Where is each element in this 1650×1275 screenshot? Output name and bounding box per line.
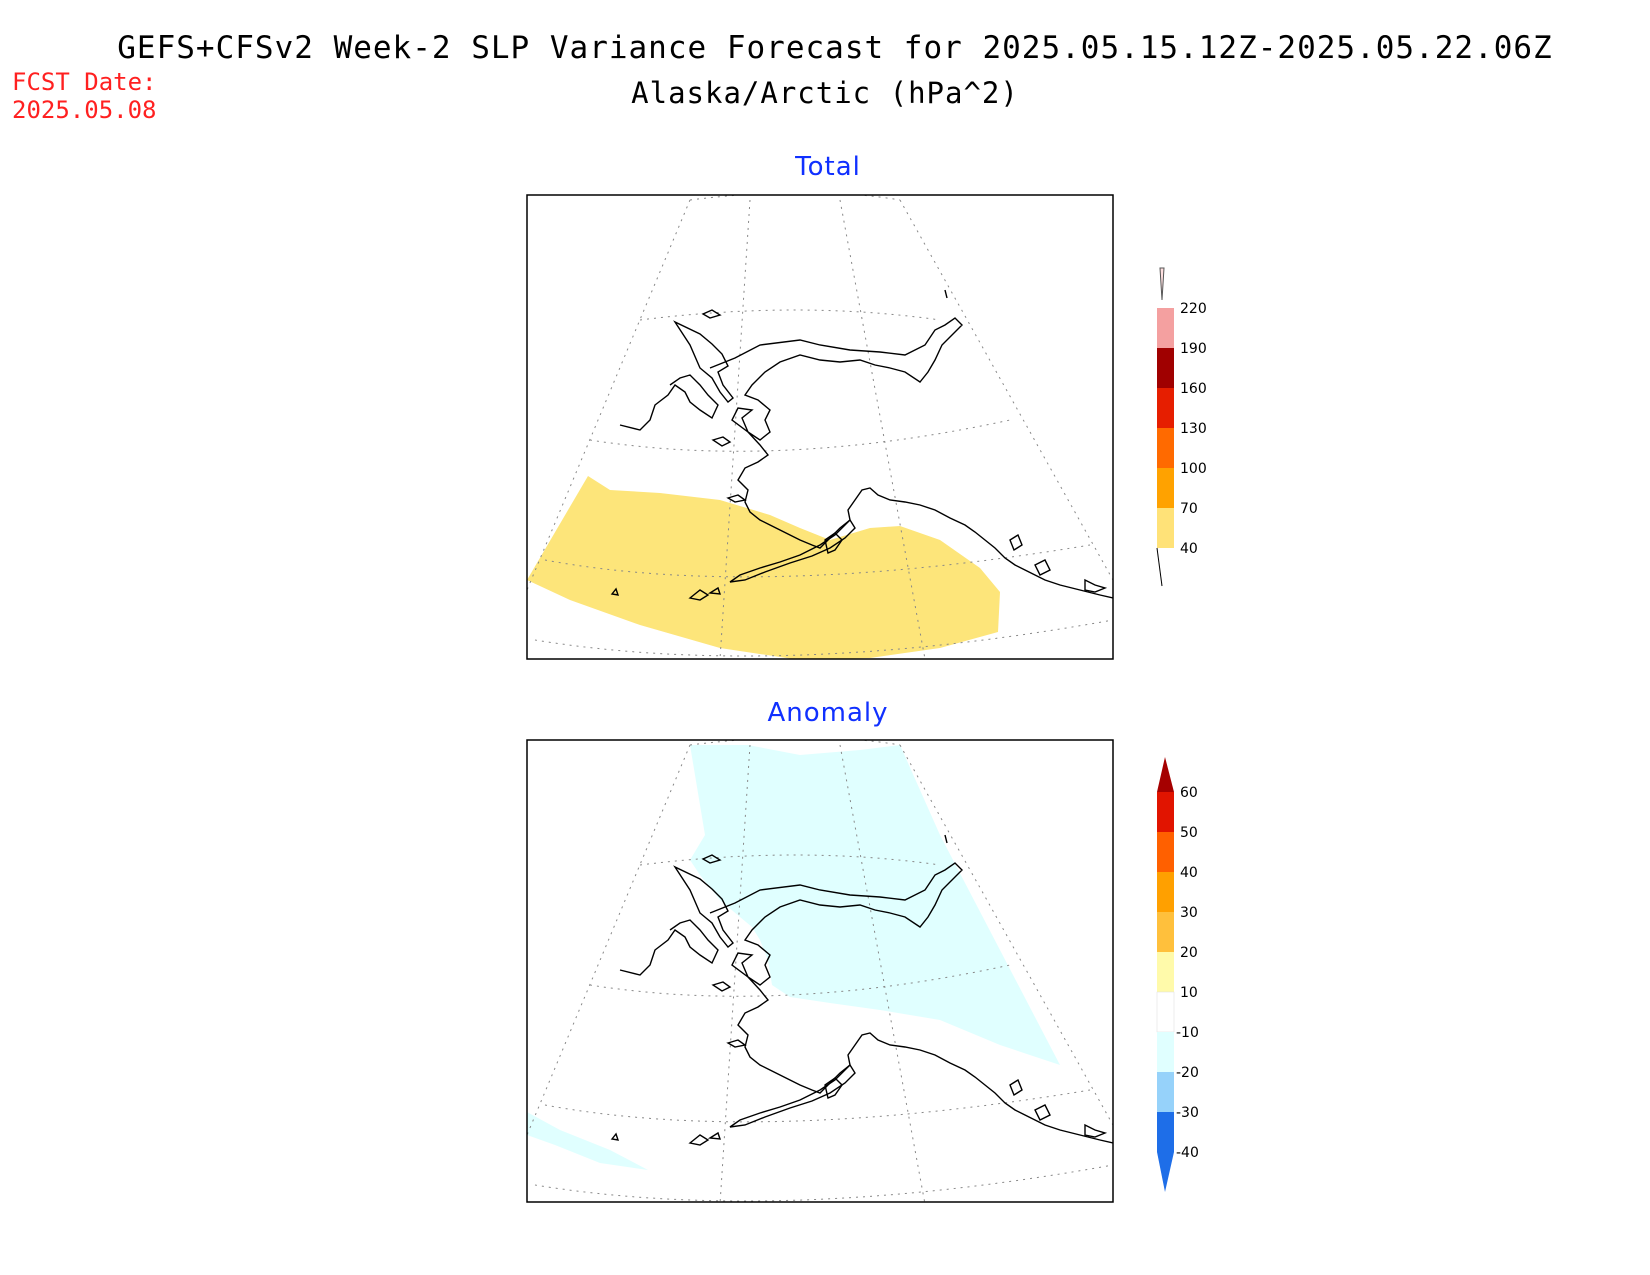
cb-anom-label-50: 50 — [1180, 825, 1198, 841]
cb-anom-label-30: 30 — [1180, 905, 1198, 921]
cb-total-label-160: 160 — [1180, 381, 1207, 397]
cb-anom-label-neg20: -20 — [1176, 1065, 1199, 1081]
fcst-date: FCST Date: 2025.05.08 — [12, 68, 157, 124]
chart-title: GEFS+CFSv2 Week-2 SLP Variance Forecast … — [117, 30, 1553, 66]
colorbar-anomaly: 60 50 40 30 20 10 -10 -20 -30 -40 — [1156, 757, 1199, 1192]
panel-title-total: Total — [795, 152, 861, 182]
panel-title-anomaly: Anomaly — [767, 698, 889, 728]
fcst-date-value: 2025.05.08 — [12, 96, 157, 124]
map-panel-total — [527, 195, 1113, 659]
cb-anom-label-40: 40 — [1180, 865, 1198, 881]
cb-anom-label-20: 20 — [1180, 945, 1198, 961]
chart-subtitle: Alaska/Arctic (hPa^2) — [631, 76, 1019, 110]
cb-anom-label-neg30: -30 — [1176, 1105, 1199, 1121]
map-frame-total — [526, 194, 1114, 660]
anomaly-shading-pacific — [527, 1112, 648, 1170]
cb-anom-label-60: 60 — [1180, 785, 1198, 801]
map-frame-anomaly — [526, 739, 1114, 1203]
cb-total-label-220: 220 — [1180, 301, 1207, 317]
cb-total-label-40: 40 — [1180, 541, 1198, 557]
cb-total-label-130: 130 — [1180, 421, 1207, 437]
cb-total-label-190: 190 — [1180, 341, 1207, 357]
anomaly-shading-arctic — [690, 745, 1060, 1065]
map-panel-anomaly — [527, 740, 1113, 1202]
cb-anom-label-neg10: -10 — [1176, 1025, 1199, 1041]
colorbar-total: 220 190 160 130 100 70 40 — [1156, 267, 1207, 587]
cb-total-label-100: 100 — [1180, 461, 1207, 477]
cb-total-label-70: 70 — [1180, 501, 1198, 517]
cb-anom-label-neg40: -40 — [1176, 1145, 1199, 1161]
fcst-date-label: FCST Date: — [12, 68, 157, 96]
cb-anom-label-10: 10 — [1180, 985, 1198, 1001]
